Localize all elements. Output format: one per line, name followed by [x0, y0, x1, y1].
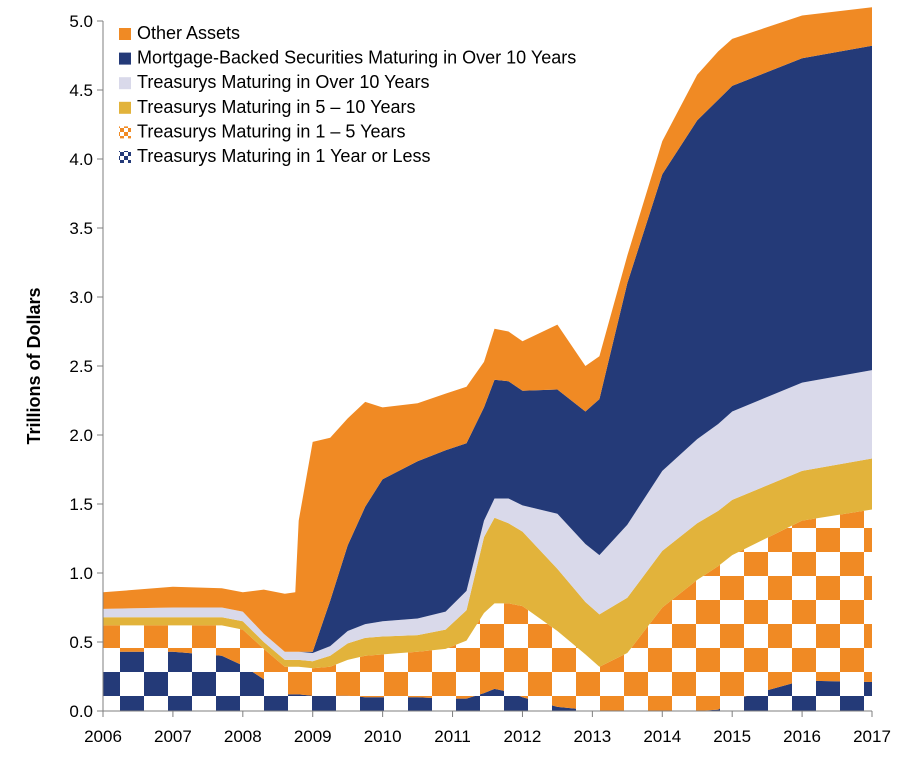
y-tick-label: 2.0 [69, 426, 93, 445]
x-tick-label: 2013 [573, 727, 611, 746]
y-tick-label: 5.0 [69, 12, 93, 31]
y-tick-label: 0.0 [69, 702, 93, 721]
area-layers [103, 7, 872, 711]
area-series-1 [103, 509, 872, 711]
legend-swatch [119, 52, 131, 65]
legend-label: Treasurys Maturing in Over 10 Years [137, 72, 429, 92]
area-series-2 [103, 458, 872, 669]
legend-swatch [119, 151, 131, 163]
legend-swatch [119, 101, 131, 114]
y-tick-label: 1.5 [69, 495, 93, 514]
legend-label: Treasurys Maturing in 5 – 10 Years [137, 97, 415, 117]
y-tick-label: 3.0 [69, 288, 93, 307]
legend-swatch [119, 28, 131, 40]
area-series-3 [103, 370, 872, 662]
x-tick-label: 2017 [853, 727, 891, 746]
legend-swatch [119, 77, 131, 90]
x-tick-label: 2012 [504, 727, 542, 746]
y-tick-label: 2.5 [69, 357, 93, 376]
y-tick-label: 4.0 [69, 150, 93, 169]
legend-label: Other Assets [137, 23, 240, 43]
x-tick-label: 2014 [643, 727, 681, 746]
y-tick-label: 4.5 [69, 81, 93, 100]
legend-swatch [119, 126, 131, 139]
axes: 0.0 0.5 1.0 1.5 2.0 2.5 3.0 3.5 4.0 4.5 5.0 2006 200… [69, 12, 891, 746]
x-tick-label: 2010 [364, 727, 402, 746]
x-tick-label: 2009 [294, 727, 332, 746]
y-tick-label: 1.0 [69, 564, 93, 583]
x-tick-label: 2016 [783, 727, 821, 746]
legend: Other Assets Mortgage-Backed Securities M… [119, 23, 576, 166]
y-axis-label: Trillions of Dollars [24, 287, 44, 444]
area-series-0 [103, 651, 872, 711]
legend-label: Treasurys Maturing in 1 – 5 Years [137, 121, 405, 141]
area-series-4 [103, 45, 872, 654]
area-series-5 [103, 7, 872, 652]
x-tick-label: 2006 [84, 727, 122, 746]
x-tick-label: 2008 [224, 727, 262, 746]
y-tick-label: 0.5 [69, 633, 93, 652]
legend-label: Mortgage-Backed Securities Maturing in O… [137, 48, 576, 68]
x-tick-label: 2007 [154, 727, 192, 746]
x-tick-label: 2015 [713, 727, 751, 746]
legend-label: Treasurys Maturing in 1 Year or Less [137, 146, 430, 166]
y-tick-label: 3.5 [69, 219, 93, 238]
x-tick-label: 2011 [434, 727, 471, 746]
